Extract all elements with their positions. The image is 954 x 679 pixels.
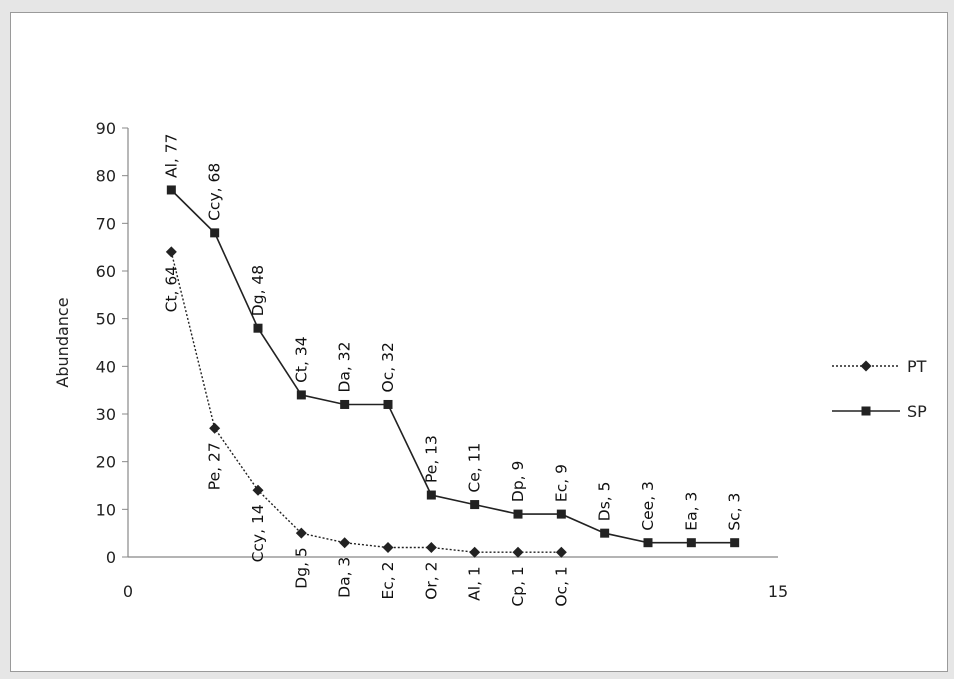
diamond-marker (209, 422, 221, 434)
y-tick-label: 0 (106, 548, 116, 567)
square-marker (253, 323, 263, 333)
data-label-sp: Pe, 13 (422, 435, 440, 483)
data-label-sp: Oc, 32 (379, 342, 397, 392)
data-label-sp: Ea, 3 (682, 492, 700, 531)
chart-frame (10, 12, 948, 672)
square-marker (210, 228, 220, 238)
square-marker (686, 538, 696, 548)
data-label-sp: Sc, 3 (726, 493, 744, 531)
y-tick-label: 70 (96, 214, 116, 233)
data-labels: Ct, 64 Pe, 27 Ccy, 14 Dg, 5 Da, 3 Ec, 2 Or, 2 A… (162, 134, 743, 607)
data-label-pt: Oc, 1 (552, 566, 570, 606)
square-marker (730, 538, 740, 548)
diamond-marker (555, 546, 567, 558)
data-label-pt: Cp, 1 (509, 566, 527, 606)
data-label-pt: Al, 1 (466, 566, 484, 601)
square-marker (513, 509, 523, 519)
legend-item-sp: SP (832, 402, 927, 421)
square-marker (556, 509, 566, 519)
diamond-marker (425, 541, 437, 553)
data-label-pt: Ccy, 14 (249, 504, 267, 562)
diamond-marker (295, 527, 307, 539)
series-sp (166, 185, 740, 548)
data-label-sp: Ds, 5 (596, 481, 614, 521)
data-label-pt: Ec, 2 (379, 562, 397, 600)
data-label-sp: Dp, 9 (509, 461, 527, 503)
x-tick-label: 15 (768, 582, 788, 601)
diamond-marker (252, 484, 264, 496)
diamond-marker (469, 546, 481, 558)
diamond-marker (165, 246, 177, 258)
y-tick-label: 20 (96, 453, 116, 472)
y-tick-label: 50 (96, 310, 116, 329)
square-marker (470, 500, 480, 510)
square-marker (383, 399, 393, 409)
data-label-sp: Al, 77 (162, 134, 180, 179)
data-label-pt: Ct, 64 (162, 266, 180, 312)
data-label-pt: Pe, 27 (206, 442, 224, 490)
square-marker (340, 399, 350, 409)
diamond-marker (860, 360, 872, 372)
data-label-sp: Da, 32 (336, 341, 354, 392)
legend-label: PT (907, 357, 927, 376)
data-label-sp: Ccy, 68 (206, 163, 224, 221)
x-tick-label: 0 (123, 582, 133, 601)
square-marker (861, 406, 871, 416)
y-tick-label: 10 (96, 500, 116, 519)
data-label-sp: Dg, 48 (249, 265, 267, 316)
data-label-sp: Ec, 9 (552, 464, 570, 502)
data-label-pt: Da, 3 (336, 557, 354, 598)
data-label-sp: Ct, 34 (292, 336, 310, 382)
diamond-marker (512, 546, 524, 558)
y-tick-label: 40 (96, 357, 116, 376)
series-line (170, 251, 562, 553)
series-layer (165, 185, 740, 558)
square-marker (643, 538, 653, 548)
y-tick-label: 80 (96, 167, 116, 186)
series-pt (165, 246, 567, 558)
y-tick-label: 90 (96, 119, 116, 138)
square-marker (296, 390, 306, 400)
data-label-sp: Ce, 11 (466, 443, 484, 493)
square-marker (600, 528, 610, 538)
axes: 0 10 20 30 40 50 60 70 80 90 0 15 Abundance (53, 119, 788, 601)
diamond-marker (339, 537, 351, 549)
data-label-pt: Or, 2 (422, 562, 440, 600)
data-label-pt: Dg, 5 (292, 547, 310, 589)
square-marker (426, 490, 436, 500)
series-line (170, 189, 735, 544)
data-label-sp: Cee, 3 (639, 481, 657, 531)
y-tick-label: 30 (96, 405, 116, 424)
legend-item-pt: PT (832, 357, 927, 376)
square-marker (166, 185, 176, 195)
legend-label: SP (907, 402, 927, 421)
legend: PT SP (832, 357, 927, 421)
y-tick-label: 60 (96, 262, 116, 281)
diamond-marker (382, 541, 394, 553)
y-axis-title: Abundance (53, 297, 72, 387)
